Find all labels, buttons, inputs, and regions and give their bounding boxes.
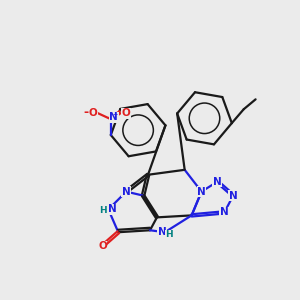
- Text: N: N: [229, 190, 238, 201]
- Text: N: N: [213, 177, 222, 187]
- Text: H: H: [100, 206, 107, 215]
- Text: -: -: [83, 106, 88, 119]
- Text: H: H: [165, 230, 172, 239]
- Text: O: O: [121, 108, 130, 118]
- Text: O: O: [98, 241, 107, 251]
- Text: +: +: [112, 112, 117, 117]
- Text: N: N: [220, 207, 229, 218]
- Text: N: N: [158, 227, 166, 237]
- Text: N: N: [122, 187, 130, 196]
- Text: N: N: [108, 204, 117, 214]
- Text: N: N: [197, 187, 206, 196]
- Text: N: N: [110, 112, 118, 122]
- Text: O: O: [88, 108, 97, 118]
